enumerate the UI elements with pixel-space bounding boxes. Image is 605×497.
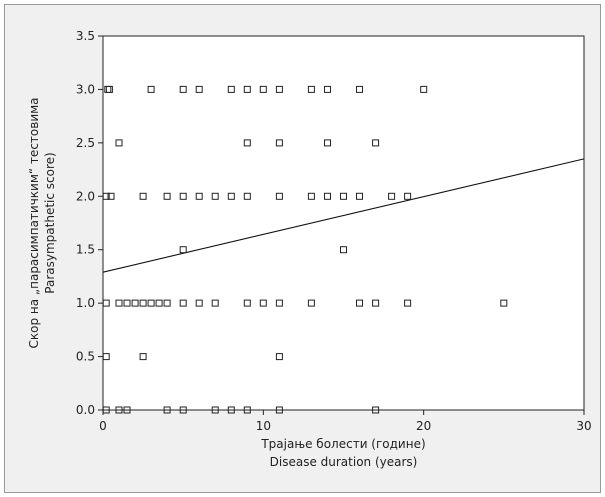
data-point — [275, 139, 283, 147]
y-axis-title-line: Скор на „парасимпатичким“ тестовима — [27, 97, 41, 348]
data-point — [195, 299, 203, 307]
data-point — [123, 299, 131, 307]
data-points — [102, 85, 508, 414]
data-point — [105, 85, 113, 93]
data-point — [356, 192, 363, 200]
data-point — [115, 406, 123, 414]
data-point — [163, 299, 171, 307]
y-tick-label: 1.5 — [76, 243, 95, 257]
data-point — [163, 192, 171, 200]
data-point — [179, 246, 187, 254]
x-tick-label: 20 — [416, 419, 431, 433]
data-point — [404, 192, 412, 200]
data-point — [356, 299, 363, 307]
data-point — [195, 192, 203, 200]
chart-figure: 0.0 0.5 1.0 1.5 2.0 2.5 3.0 3.5 0 10 20 30 Скор на… — [4, 4, 601, 493]
data-point — [227, 406, 235, 414]
data-point — [324, 139, 331, 147]
data-point — [340, 246, 347, 254]
x-axis-title: Трајање болести (године) Disease duration… — [260, 437, 425, 469]
data-point — [372, 406, 380, 414]
data-point — [243, 192, 251, 200]
data-point — [163, 406, 171, 414]
x-axis-title-line: Трајање болести (године) — [260, 437, 425, 451]
data-point — [147, 299, 155, 307]
y-tick-label: 2.5 — [76, 136, 95, 150]
regression-line — [102, 158, 585, 273]
data-point — [115, 139, 123, 147]
y-tick-label: 3.0 — [76, 82, 95, 96]
data-point — [307, 192, 315, 200]
data-point — [211, 299, 219, 307]
data-point — [179, 299, 187, 307]
data-point — [340, 192, 347, 200]
data-point — [139, 353, 147, 361]
x-tick-label: 0 — [99, 419, 107, 433]
data-point — [243, 139, 251, 147]
data-point — [275, 353, 283, 361]
y-tick-label: 1.0 — [76, 296, 95, 310]
data-point — [107, 192, 115, 200]
data-point — [139, 192, 147, 200]
data-point — [179, 85, 187, 93]
y-tick-label: 3.5 — [76, 29, 95, 43]
y-tick-label: 2.0 — [76, 189, 95, 203]
data-point — [179, 406, 187, 414]
data-point — [131, 299, 139, 307]
data-point — [324, 192, 331, 200]
y-axis-title: Скор на „парасимпатичким“ тестовима Paras… — [27, 97, 57, 348]
data-point — [420, 85, 428, 93]
data-point — [372, 139, 380, 147]
data-point — [102, 353, 110, 361]
data-point — [243, 406, 251, 414]
data-point — [259, 85, 267, 93]
data-point — [155, 299, 163, 307]
data-point — [388, 192, 396, 200]
data-point — [227, 192, 235, 200]
data-point — [307, 85, 315, 93]
data-point — [147, 85, 155, 93]
y-tick-label: 0.5 — [76, 350, 95, 364]
data-point — [211, 406, 219, 414]
y-tick-label: 0.0 — [76, 403, 95, 417]
data-point — [275, 85, 283, 93]
data-point — [227, 85, 235, 93]
x-axis-title-line: Disease duration (years) — [270, 455, 418, 469]
x-axis: 0 10 20 30 — [99, 410, 592, 433]
y-axis-title-line: Parasympathetic score) — [43, 152, 57, 293]
data-point — [372, 299, 380, 307]
data-point — [211, 192, 219, 200]
data-point — [275, 299, 283, 307]
plot-area — [102, 35, 585, 411]
data-point — [243, 85, 251, 93]
x-tick-label: 30 — [576, 419, 591, 433]
data-point — [275, 406, 283, 414]
x-tick-label: 10 — [256, 419, 271, 433]
data-point — [324, 85, 331, 93]
data-point — [307, 299, 315, 307]
data-point — [115, 299, 123, 307]
data-point — [179, 192, 187, 200]
y-axis: 0.0 0.5 1.0 1.5 2.0 2.5 3.0 3.5 — [76, 29, 103, 417]
data-point — [123, 406, 131, 414]
data-point — [139, 299, 147, 307]
data-point — [500, 299, 508, 307]
data-point — [102, 299, 110, 307]
data-point — [259, 299, 267, 307]
data-point — [243, 299, 251, 307]
data-point — [102, 406, 110, 414]
data-point — [404, 299, 412, 307]
data-point — [356, 85, 363, 93]
scatter-chart: 0.0 0.5 1.0 1.5 2.0 2.5 3.0 3.5 0 10 20 30 Скор на… — [27, 29, 592, 469]
data-point — [195, 85, 203, 93]
data-point — [102, 192, 110, 200]
data-point — [275, 192, 283, 200]
